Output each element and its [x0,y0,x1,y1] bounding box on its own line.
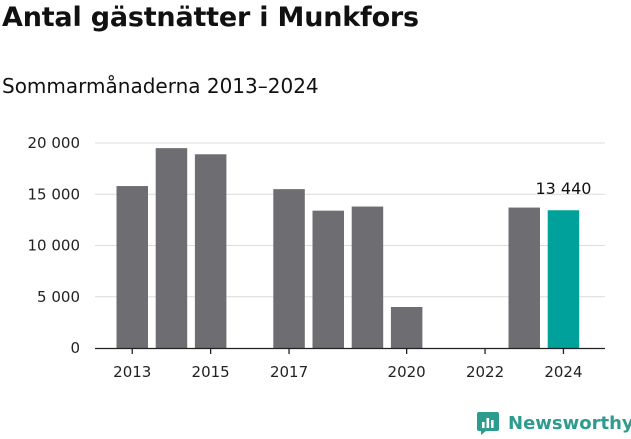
x-tick-label: 2022 [466,363,504,381]
x-tick-label: 2013 [113,363,151,381]
x-tick-label: 2017 [270,363,308,381]
brand-logo: Newsworthy [476,408,631,438]
x-tick-label: 2015 [192,363,230,381]
y-tick-label: 15 000 [28,185,81,203]
y-tick-label: 10 000 [28,237,81,255]
bar-2017 [273,189,305,348]
bar-2020 [390,307,423,348]
brand-name: Newsworthy [508,412,631,434]
chart-subtitle: Sommarmånaderna 2013–2024 [2,74,319,98]
newsworthy-logo-icon [477,412,499,435]
x-tick-label: 2024 [544,363,582,381]
y-tick-label: 20 000 [28,134,81,152]
bar-2015 [194,154,227,348]
bar-2019 [351,206,384,348]
bar-2013 [116,186,148,348]
bar-2024 [547,210,580,348]
bar-2018 [312,210,344,348]
bar-chart: 0 5 000 10 000 15 000 20 000 2013 2015 2017 2020… [28,134,605,381]
y-tick-label: 0 [70,339,80,357]
y-tick-label: 5 000 [37,288,80,306]
x-tick-label: 2020 [388,363,426,381]
chart-title: Antal gästnätter i Munkfors [2,2,419,33]
bar-2023 [508,207,540,348]
bar-2014 [155,148,188,348]
data-label: 13 440 [535,179,591,198]
